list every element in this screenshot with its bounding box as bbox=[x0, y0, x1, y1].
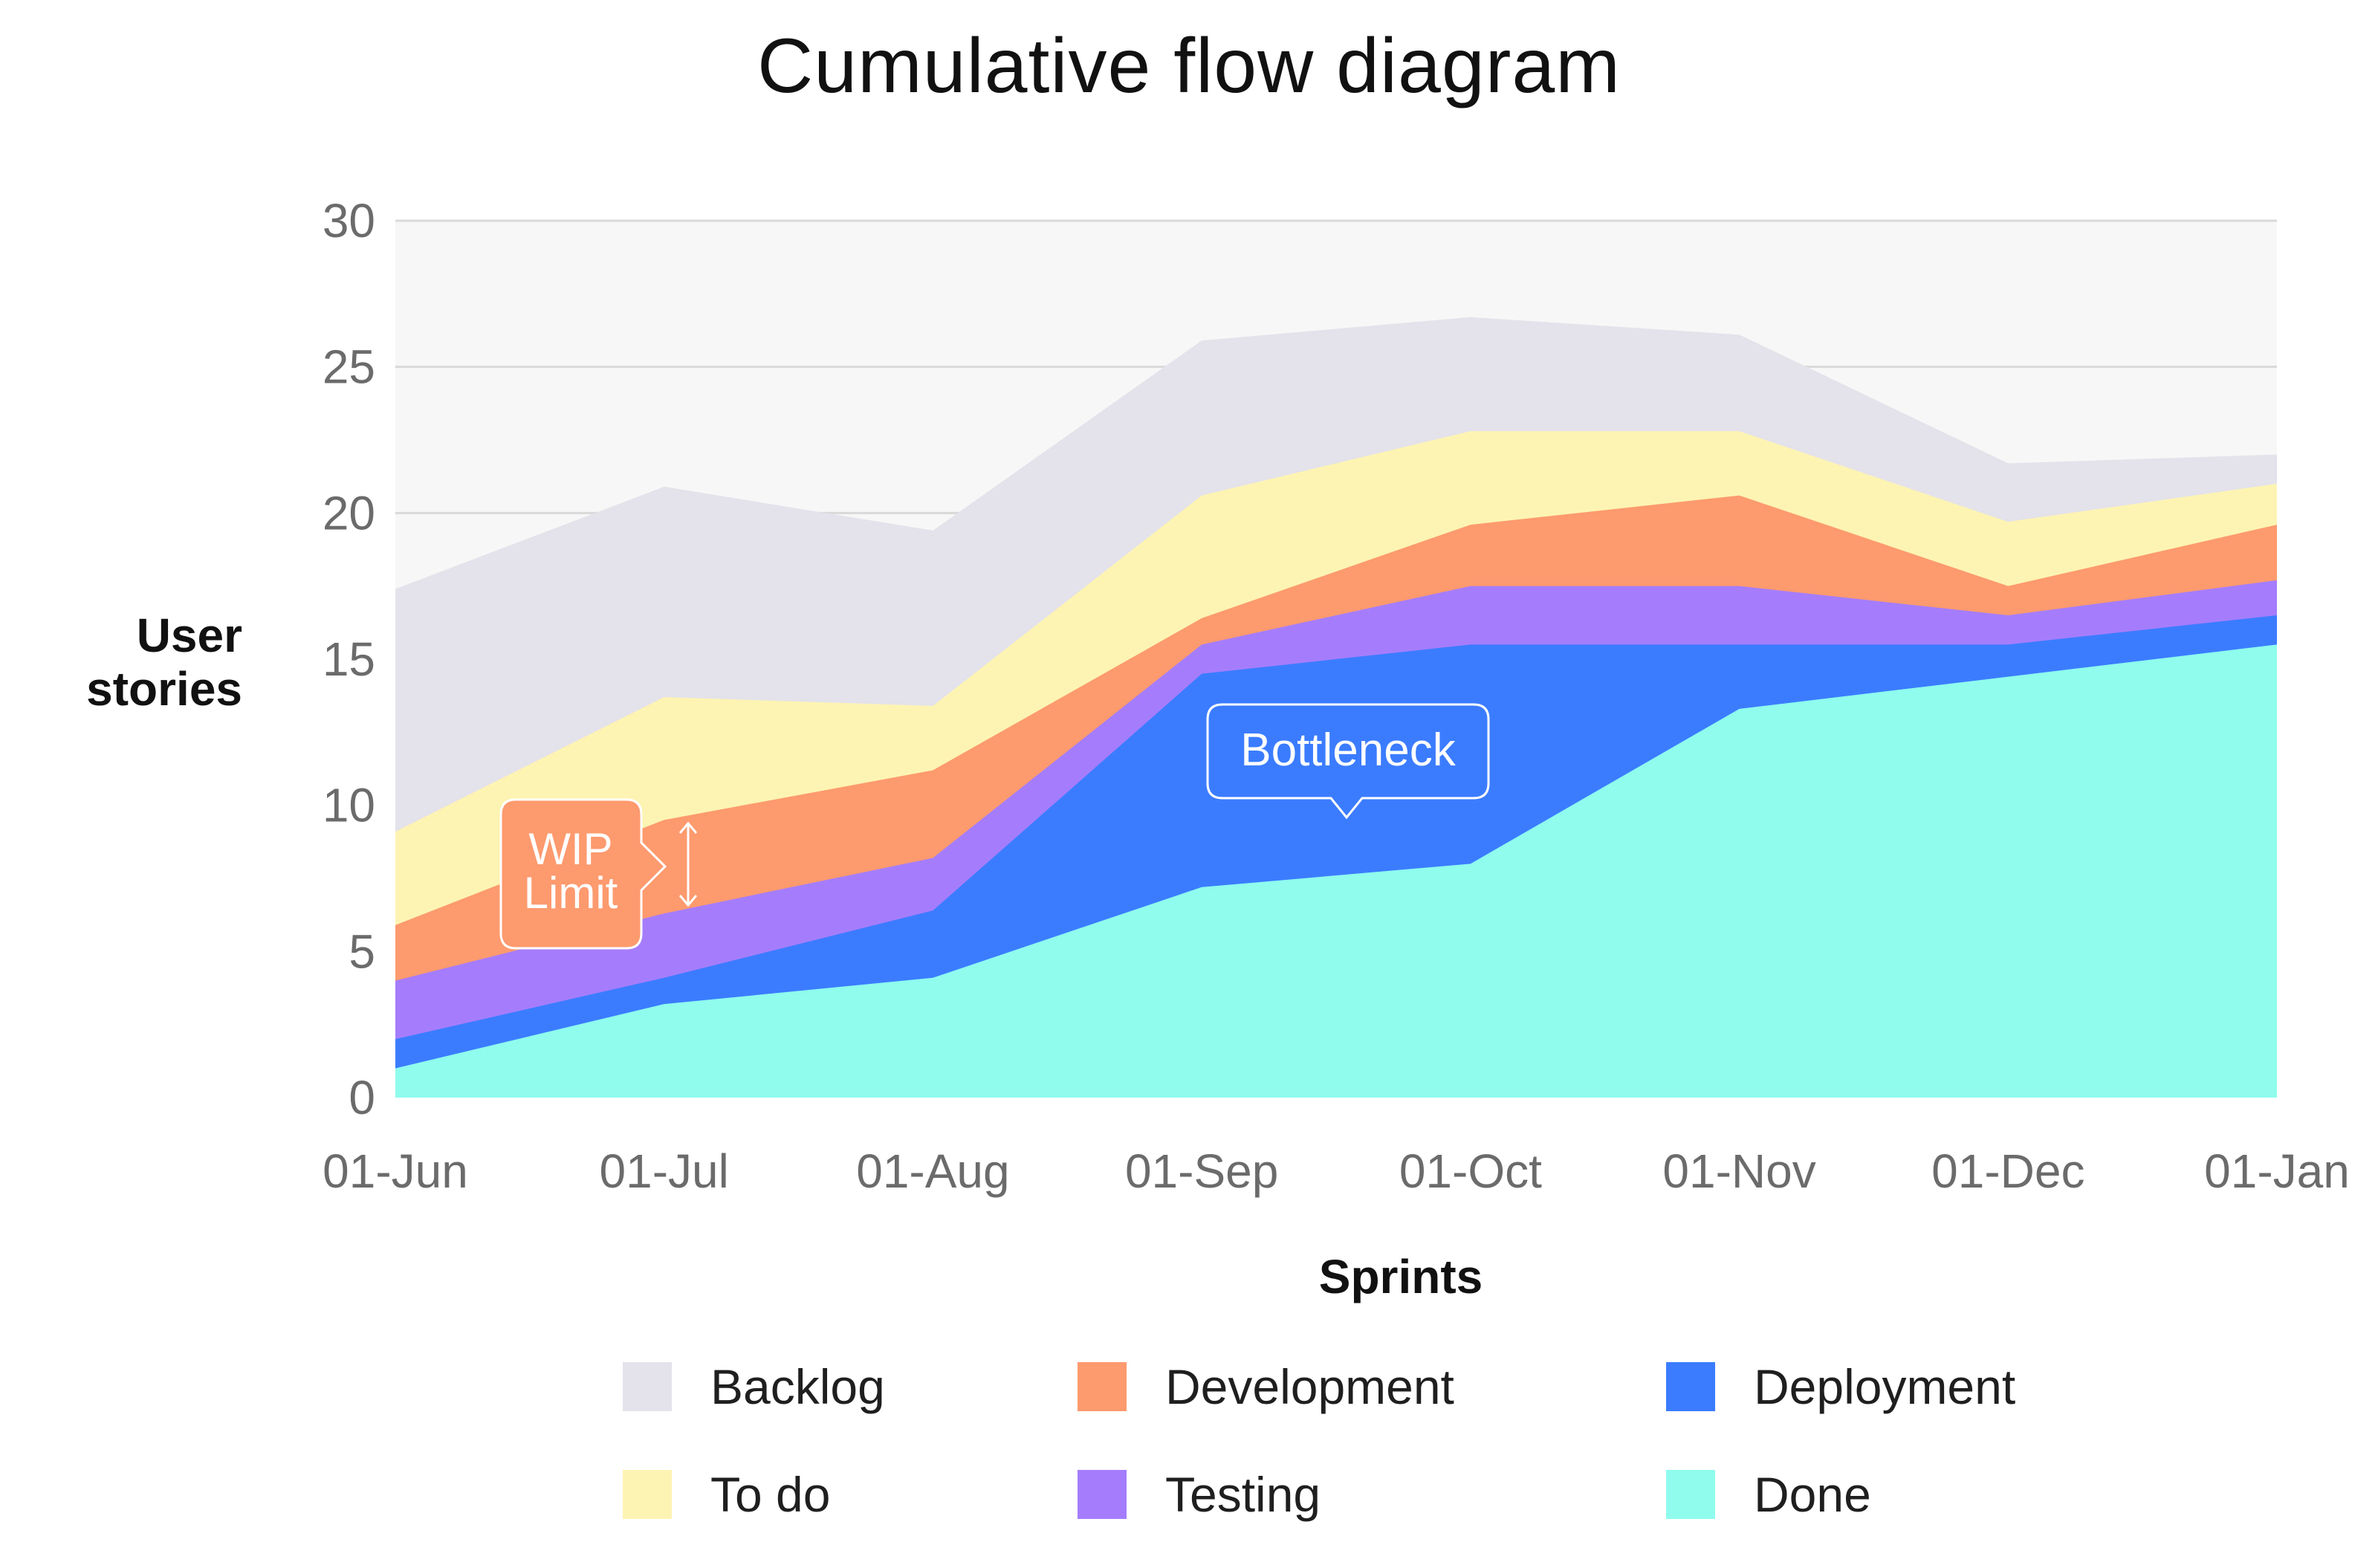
x-tick-label: 01-Jun bbox=[323, 1144, 468, 1198]
bottleneck-label: Bottleneck bbox=[1240, 725, 1457, 776]
chart-title: Cumulative flow diagram bbox=[757, 23, 1621, 109]
x-axis-ticks: 01-Jun 01-Jul 01-Aug 01-Sep 01-Oct 01-Nov 01-D… bbox=[323, 1144, 2350, 1198]
legend-label-done: Done bbox=[1754, 1467, 1871, 1522]
legend-label-deployment: Deployment bbox=[1754, 1359, 2016, 1414]
y-axis-title: User stories bbox=[86, 609, 242, 716]
y-tick-label: 15 bbox=[323, 632, 375, 686]
legend-swatch-testing bbox=[1078, 1470, 1127, 1519]
x-tick-label: 01-Sep bbox=[1125, 1144, 1278, 1198]
bottleneck-callout-shape bbox=[1206, 703, 1490, 820]
legend-label-development: Development bbox=[1165, 1359, 1454, 1414]
x-tick-label: 01-Nov bbox=[1662, 1144, 1815, 1198]
y-tick-label: 30 bbox=[323, 194, 375, 247]
y-tick-label: 25 bbox=[323, 340, 375, 394]
x-tick-label: 01-Jul bbox=[600, 1144, 729, 1198]
x-axis-title: Sprints bbox=[1319, 1250, 1483, 1303]
legend-swatch-backlog bbox=[623, 1362, 672, 1411]
x-tick-label: 01-Dec bbox=[1931, 1144, 2084, 1198]
legend-swatch-done bbox=[1666, 1470, 1715, 1519]
bottleneck-annotation: Bottleneck bbox=[1206, 703, 1490, 820]
legend-item-development: Development bbox=[1078, 1358, 1454, 1415]
y-axis-ticks: 0 5 10 15 20 25 30 bbox=[323, 194, 375, 1124]
legend-label-backlog: Backlog bbox=[710, 1359, 885, 1414]
y-tick-label: 5 bbox=[349, 924, 375, 978]
legend: Backlog Development Deployment To do Tes… bbox=[623, 1358, 2109, 1559]
y-tick-label: 20 bbox=[323, 486, 375, 540]
legend-label-testing: Testing bbox=[1165, 1467, 1321, 1522]
legend-swatch-todo bbox=[623, 1470, 672, 1519]
legend-item-backlog: Backlog bbox=[623, 1358, 885, 1415]
y-tick-label: 0 bbox=[349, 1071, 375, 1124]
wip-limit-callout-shape bbox=[499, 798, 667, 950]
x-tick-label: 01-Oct bbox=[1399, 1144, 1542, 1198]
legend-item-testing: Testing bbox=[1078, 1466, 1321, 1523]
x-tick-label: 01-Jan bbox=[2204, 1144, 2350, 1198]
legend-item-todo: To do bbox=[623, 1466, 830, 1523]
x-tick-label: 01-Aug bbox=[856, 1144, 1009, 1198]
legend-swatch-development bbox=[1078, 1362, 1127, 1411]
y-tick-label: 10 bbox=[323, 779, 375, 832]
wip-limit-label-line2: Limit bbox=[524, 868, 618, 918]
legend-item-done: Done bbox=[1666, 1466, 1871, 1523]
legend-item-deployment: Deployment bbox=[1666, 1358, 2015, 1415]
legend-label-todo: To do bbox=[710, 1467, 831, 1522]
wip-limit-label-line1: WIP bbox=[528, 824, 612, 874]
wip-limit-arrow bbox=[678, 821, 698, 907]
area-done bbox=[395, 644, 2277, 1098]
legend-swatch-deployment bbox=[1666, 1362, 1715, 1411]
wip-limit-annotation: WIP Limit bbox=[499, 798, 698, 950]
